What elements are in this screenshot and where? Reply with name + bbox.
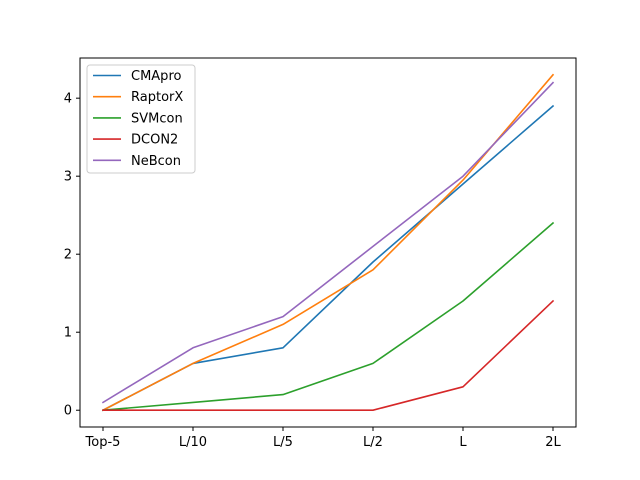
series-layer [101, 73, 555, 412]
y-tick-label: 4 [64, 92, 72, 107]
legend-label-cmapro: CMApro [131, 69, 181, 84]
y-tick-label: 3 [64, 170, 72, 185]
series-line-raptorx [101, 73, 555, 412]
series-line-dcon2 [102, 299, 555, 412]
plot-frame [79, 57, 577, 428]
series-line-nebcon [101, 81, 555, 404]
x-tick-label: L/5 [273, 435, 293, 450]
x-tick-label: 2L [545, 435, 561, 450]
legend: CMApro RaptorX SVMcon DCON2 NeBcon [86, 64, 196, 174]
x-tick-label: L/2 [363, 435, 383, 450]
y-tick-label: 1 [64, 326, 72, 341]
y-tick-label: 2 [64, 248, 72, 263]
y-tick-label: 0 [64, 404, 72, 419]
legend-label-dcon2: DCON2 [131, 133, 178, 148]
y-axis: 0 1 2 3 4 [64, 92, 80, 419]
x-tick-label: Top-5 [85, 435, 121, 450]
x-tick-label: L [459, 435, 467, 450]
x-tick-label: L/10 [179, 435, 207, 450]
legend-label-nebcon: NeBcon [131, 154, 181, 169]
legend-box [86, 64, 196, 174]
series-line-svmcon [102, 221, 555, 412]
legend-label-svmcon: SVMcon [131, 111, 183, 126]
legend-label-raptorx: RaptorX [131, 90, 183, 105]
x-axis: Top-5 L/10 L/5 L/2 L 2L [85, 427, 562, 450]
